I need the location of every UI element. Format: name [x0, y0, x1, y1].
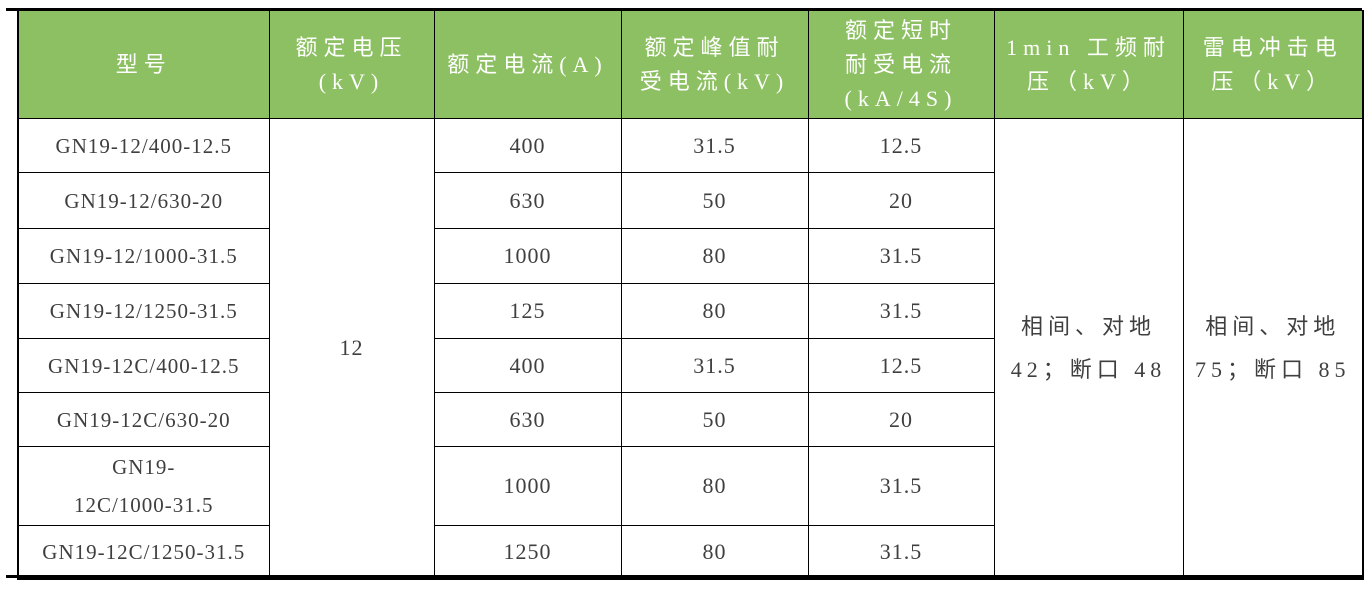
cell-rated-current: 400 [433, 338, 622, 393]
table-row: GN19-12/1000-31.5 1000 80 31.5 [17, 228, 1363, 284]
cell-model: GN19-12/1000-31.5 [17, 228, 270, 284]
col-header-rated-current: 额定电流(A) [433, 10, 622, 119]
cell-model: GN19-12C/1250-31.5 [17, 525, 270, 579]
spec-table: 型号 额定电压 (kV) 额定电流(A) 额定峰值耐 受电流(kV) 额定短时 … [17, 10, 1364, 580]
table-row: GN19-12C/630-20 630 50 20 [17, 392, 1363, 447]
cell-short-time: 12.5 [807, 338, 995, 393]
cell-rated-current: 630 [433, 392, 622, 447]
cell-model: GN19-12/400-12.5 [17, 118, 270, 173]
cell-short-time: 20 [807, 172, 995, 229]
cell-model: GN19-12C/630-20 [17, 392, 270, 447]
cell-model: GN19-12/630-20 [17, 172, 270, 229]
cell-rated-current: 1000 [433, 228, 622, 284]
cell-peak-withstand: 31.5 [620, 118, 809, 173]
col-header-peak-withstand: 额定峰值耐 受电流(kV) [620, 10, 809, 119]
col-header-rated-voltage: 额定电压 (kV) [268, 10, 435, 119]
cell-short-time: 31.5 [807, 525, 995, 579]
cell-rated-current: 125 [433, 283, 622, 339]
cell-peak-withstand: 80 [620, 446, 809, 526]
table-row: GN19-12/400-12.5 12 400 31.5 12.5 相间、对地 … [17, 118, 1364, 579]
cell-model: GN19-12/1250-31.5 [17, 283, 270, 339]
col-header-model: 型号 [17, 10, 270, 119]
col-header-short-time: 额定短时 耐受电流 (kA/4S) [807, 10, 995, 119]
cell-short-time: 31.5 [807, 446, 995, 526]
cell-short-time: 20 [807, 392, 995, 447]
cell-peak-withstand: 80 [620, 525, 809, 579]
cell-rated-current: 1000 [433, 446, 622, 526]
cell-peak-withstand: 80 [620, 283, 809, 339]
cell-peak-withstand: 80 [620, 228, 809, 284]
col-header-lightning: 雷电冲击电 压（kV） [1182, 10, 1364, 119]
cell-power-freq-withstand: 相间、对地 42；断口 48 [993, 118, 1184, 579]
col-header-power-freq: 1min 工频耐 压（kV） [993, 10, 1184, 119]
table-row: GN19-12/1250-31.5 125 80 31.5 [17, 283, 1363, 339]
table-row: GN19-12/630-20 630 50 20 [17, 172, 1363, 229]
cell-model: GN19-12C/400-12.5 [17, 338, 270, 393]
cell-peak-withstand: 50 [620, 172, 809, 229]
cell-short-time: 31.5 [807, 283, 995, 339]
cell-lightning-impulse: 相间、对地 75；断口 85 [1182, 118, 1364, 579]
header-row: 型号 额定电压 (kV) 额定电流(A) 额定峰值耐 受电流(kV) 额定短时 … [17, 10, 1364, 119]
cell-rated-current: 1250 [433, 525, 622, 579]
cell-peak-withstand: 31.5 [620, 338, 809, 393]
cell-rated-current: 400 [433, 118, 622, 173]
table-row: GN19- 12C/1000-31.5 1000 80 31.5 [17, 446, 1363, 526]
table-row: GN19-12C/1250-31.5 1250 80 31.5 [17, 525, 1363, 579]
table-row: GN19-12C/400-12.5 400 31.5 12.5 [17, 338, 1363, 393]
cell-rated-current: 630 [433, 172, 622, 229]
top-rule [6, 8, 1362, 11]
cell-peak-withstand: 50 [620, 392, 809, 447]
cell-short-time: 12.5 [807, 118, 995, 173]
cell-rated-voltage: 12 [268, 118, 435, 579]
cell-model: GN19- 12C/1000-31.5 [17, 446, 270, 526]
cell-short-time: 31.5 [807, 228, 995, 284]
